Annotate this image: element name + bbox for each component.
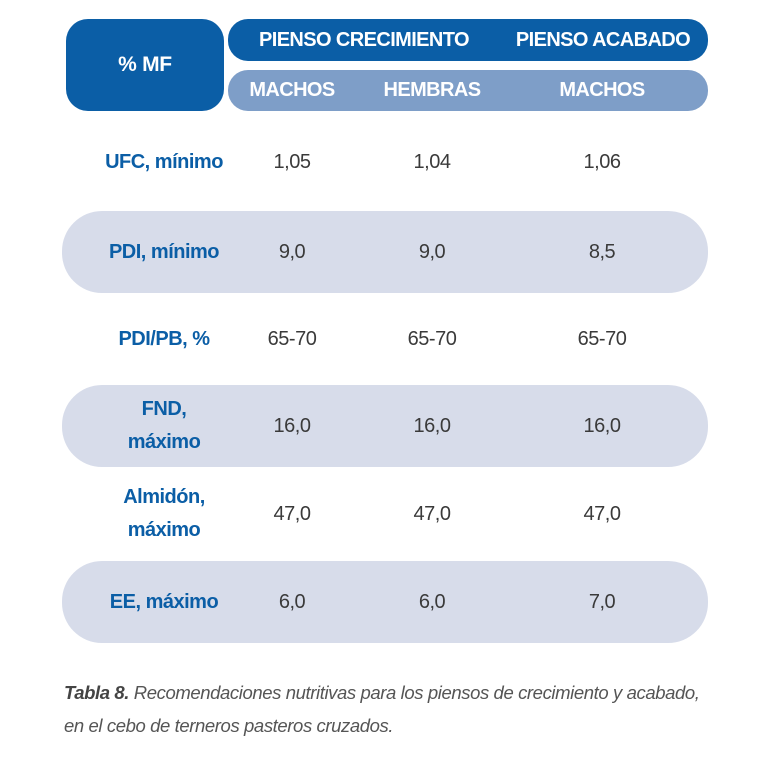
table-cell: 47,0 [413,502,451,525]
table-cell: 9,0 [418,240,446,263]
group-label-acabado: PIENSO ACABADO [515,28,691,51]
caption-text: Recomendaciones nutritivas para los pien… [64,682,700,736]
table-cell: 47,0 [273,502,311,525]
table-cell: 16,0 [413,414,451,437]
group-header-acabado: PIENSO ACABADO [498,19,708,61]
table-cell: 47,0 [583,502,621,525]
row-label: FND, máximo [127,398,201,453]
table-cell: 65-70 [407,327,457,350]
row-band [62,385,708,467]
table-caption: Tabla 8. Recomendaciones nutritivas para… [64,676,724,742]
subheader-machos-acabado: MACHOS [559,79,645,101]
subheader-machos-crecimiento: MACHOS [249,79,335,101]
corner-header: % MF [66,19,224,111]
table-cell: 9,0 [278,240,306,263]
caption-lead: Tabla 8. [64,682,130,703]
table-cell: 65-70 [577,327,627,350]
row-label: Almidón, máximo [123,486,205,541]
row-label: EE, máximo [109,590,219,613]
table-cell: 1,06 [583,150,621,173]
table-cell: 6,0 [278,590,306,613]
table-cell: 1,05 [273,150,311,173]
table-cell: 65-70 [267,327,317,350]
row-band [62,561,708,643]
table-cell: 16,0 [583,414,621,437]
row-label: PDI, mínimo [108,240,220,263]
corner-label: % MF [118,53,172,76]
table-cell: 1,04 [413,150,451,173]
row-band [62,211,708,293]
table-cell: 16,0 [273,414,311,437]
group-header-crecimiento: PIENSO CRECIMIENTO [228,19,500,61]
subheader-bar [228,70,708,111]
row-label: UFC, mínimo [105,150,223,173]
row-label: PDI/PB, % [118,327,210,350]
group-label-crecimiento: PIENSO CRECIMIENTO [259,28,470,51]
table-cell: 6,0 [418,590,446,613]
subheader-hembras-crecimiento: HEMBRAS [383,79,482,101]
table-cell: 8,5 [588,240,616,263]
table-cell: 7,0 [588,590,616,613]
